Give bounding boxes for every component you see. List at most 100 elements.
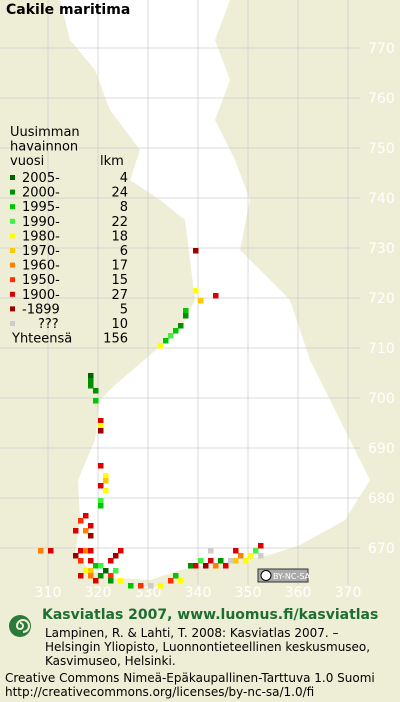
legend-swatch	[10, 218, 15, 224]
observation	[83, 513, 89, 519]
legend-count: 4	[120, 171, 128, 186]
observation	[38, 548, 44, 554]
observation	[88, 523, 94, 529]
observation	[168, 333, 174, 339]
legend-swatch	[10, 204, 15, 210]
observation	[108, 558, 114, 564]
observation	[88, 533, 94, 539]
y-tick-label: 710	[368, 341, 395, 357]
observation	[93, 578, 99, 584]
x-tick-label: 350	[235, 585, 262, 601]
y-tick-label: 730	[368, 241, 395, 257]
observation	[238, 553, 244, 559]
observation	[213, 563, 219, 569]
legend-swatch	[10, 306, 15, 312]
observation	[118, 578, 124, 584]
footer-line: Lampinen, R. & Lahti, T. 2008: Kasviatla…	[45, 626, 339, 640]
observation	[253, 548, 259, 554]
legend-count: 10	[111, 317, 128, 332]
observation	[113, 568, 119, 574]
observation	[108, 578, 114, 584]
observations	[38, 248, 264, 589]
observation	[103, 568, 109, 574]
observation	[228, 558, 234, 564]
y-tick-label: 670	[368, 541, 395, 557]
legend-count: 5	[120, 302, 128, 317]
observation	[173, 573, 179, 579]
observation	[203, 563, 209, 569]
observation	[78, 518, 84, 524]
observation	[233, 548, 239, 554]
observation	[258, 543, 264, 549]
observation	[48, 548, 54, 554]
observation	[223, 563, 229, 569]
observation	[168, 578, 174, 584]
observation	[93, 398, 99, 404]
y-tick-label: 750	[368, 141, 395, 157]
observation	[103, 488, 109, 494]
observation	[88, 383, 94, 389]
observation	[88, 573, 94, 579]
observation	[233, 558, 239, 564]
legend-label: 1980-	[22, 229, 60, 244]
legend-total-label: Yhteensä	[11, 332, 72, 347]
legend-header: Uusimman	[10, 125, 80, 140]
legend-label: -1899	[22, 302, 60, 317]
license-url: http://creativecommons.org/licenses/by-n…	[5, 685, 314, 699]
observation	[93, 388, 99, 394]
observation	[178, 578, 184, 584]
observation	[188, 563, 194, 569]
legend-swatch	[10, 321, 15, 326]
observation	[193, 288, 199, 294]
observation	[88, 558, 94, 564]
observation	[158, 583, 164, 589]
observation	[208, 558, 214, 564]
y-tick-label: 700	[368, 391, 395, 407]
legend-label: 1900-	[22, 288, 60, 303]
observation	[78, 548, 84, 554]
grid: 770 760 750 740 730 720 710 700 690 680 670 310 320 3…	[0, 0, 395, 601]
y-tick-label: 690	[368, 441, 395, 457]
license: Creative Commons Nimeä-Epäkaupallinen-Ta…	[5, 671, 375, 685]
observation	[98, 503, 104, 509]
legend-count: 27	[111, 288, 128, 303]
observation	[73, 528, 79, 534]
observation	[98, 463, 104, 469]
legend-label: ???	[38, 317, 59, 332]
observation	[98, 483, 104, 489]
observation	[128, 583, 134, 589]
observation	[88, 378, 94, 384]
observation	[193, 563, 199, 569]
observation	[78, 573, 84, 579]
y-tick-label: 760	[368, 91, 395, 107]
legend-header: havainnon	[10, 140, 78, 155]
observation	[178, 323, 184, 329]
legend-count: 8	[120, 200, 128, 215]
y-tick-label: 720	[368, 291, 395, 307]
x-tick-label: 310	[35, 585, 62, 601]
footer-heading: Kasviatlas 2007, www.luomus.fi/kasviatla…	[42, 607, 378, 623]
observation	[183, 308, 189, 314]
observation	[218, 558, 224, 564]
legend-swatch	[10, 277, 15, 283]
legend-label: 1970-	[22, 244, 60, 259]
legend-total: 156	[103, 332, 128, 347]
legend-label: 2000-	[22, 186, 60, 201]
observation	[98, 418, 104, 424]
footer-line: Kasvimuseo, Helsinki.	[45, 654, 176, 668]
observation	[198, 558, 204, 564]
observation	[148, 583, 154, 589]
legend-swatch	[10, 262, 15, 268]
legend-count: 15	[111, 273, 128, 288]
observation	[193, 248, 199, 254]
y-tick-label: 740	[368, 191, 395, 207]
legend-count: 17	[111, 259, 128, 274]
legend-swatch	[10, 175, 15, 180]
observation	[98, 498, 104, 504]
observation	[93, 563, 99, 569]
observation	[173, 328, 179, 334]
legend-swatch	[10, 189, 15, 195]
